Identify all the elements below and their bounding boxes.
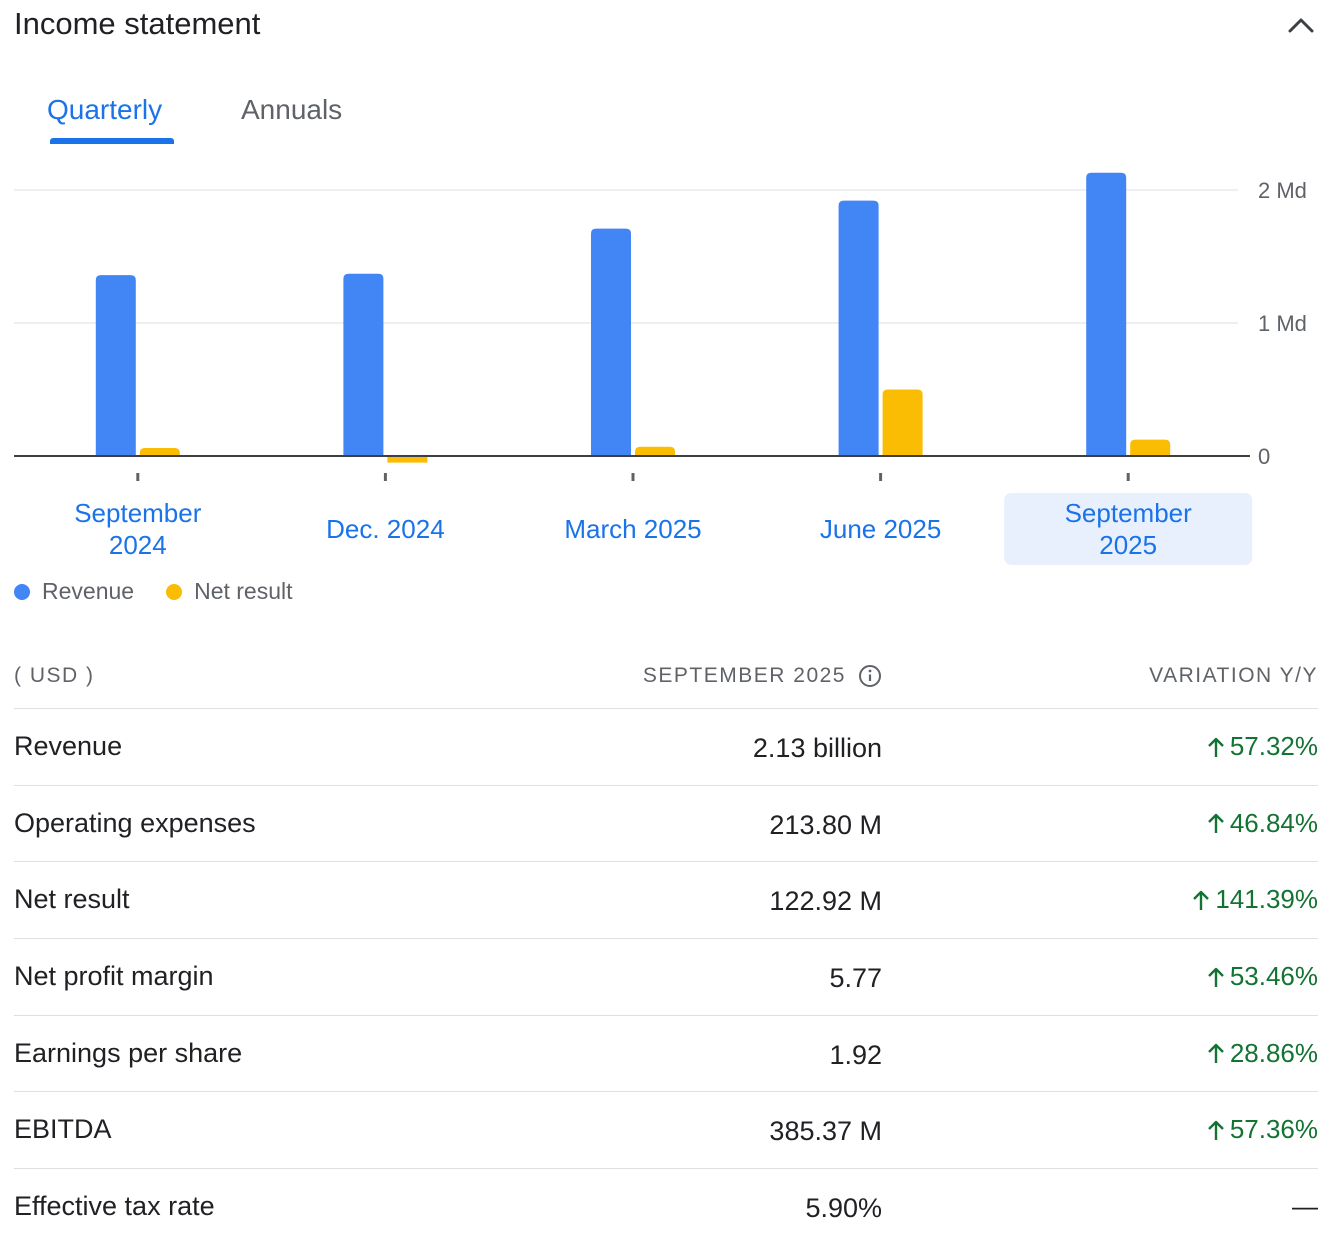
x-category-label[interactable]: September: [74, 498, 202, 528]
table-row: EBITDA 385.37 M 57.36%: [14, 1092, 1318, 1170]
row-change: —: [1292, 1191, 1318, 1222]
table-row: Effective tax rate 5.90% —: [14, 1169, 1318, 1246]
row-change: 53.46%: [1206, 961, 1318, 992]
net-result-bar[interactable]: [1130, 439, 1171, 456]
row-label: EBITDA: [14, 1114, 112, 1145]
row-value: 213.80 M: [769, 809, 882, 840]
row-label: Net profit margin: [14, 961, 214, 992]
revenue-bar[interactable]: [838, 200, 879, 456]
revenue-bar[interactable]: [343, 273, 384, 456]
revenue-bar[interactable]: [1086, 172, 1127, 456]
x-category-label[interactable]: 2024: [109, 530, 167, 560]
row-change: 57.32%: [1206, 731, 1318, 762]
active-tab-indicator: [50, 138, 174, 144]
currency-header: ( USD ): [14, 664, 95, 687]
row-change: 141.39%: [1191, 884, 1318, 915]
arrow-up-icon: [1193, 890, 1210, 910]
income-statement-header: Income statement: [14, 0, 1318, 56]
net-result-bar[interactable]: [882, 389, 923, 457]
table-row: Revenue 2.13 billion 57.32%: [14, 709, 1318, 786]
row-label: Revenue: [14, 731, 123, 761]
selected-period-highlight: [1004, 493, 1253, 565]
collapse-button[interactable]: [1284, 8, 1318, 42]
table-row: Net profit margin 5.77 53.46%: [14, 939, 1318, 1016]
info-icon[interactable]: [858, 664, 882, 688]
chart-legend: Revenue Net result: [14, 578, 325, 605]
arrow-up-icon: [1207, 1120, 1224, 1140]
row-change-text: 141.39%: [1215, 884, 1318, 915]
row-change-text: 57.36%: [1229, 1114, 1318, 1145]
row-value: 2.13 billion: [752, 733, 882, 763]
tab-quarterly[interactable]: Quarterly: [47, 94, 163, 125]
row-value: 5.77: [829, 963, 882, 994]
row-label: Operating expenses: [14, 807, 256, 838]
revenue-bar[interactable]: [591, 228, 631, 456]
row-label: Effective tax rate: [14, 1191, 215, 1222]
row-change-text: —: [1292, 1191, 1318, 1222]
row-value: 122.92 M: [769, 886, 882, 917]
row-change-text: 46.84%: [1229, 807, 1318, 838]
legend-label-revenue: Revenue: [42, 578, 135, 604]
row-change-text: 57.32%: [1229, 731, 1318, 761]
y-tick-label: 1 Md: [1258, 311, 1307, 336]
row-value: 385.37 M: [769, 1116, 882, 1147]
row-value: 5.90%: [805, 1193, 882, 1224]
financials-table: ( USD ) SEPTEMBER 2025 VARIATION Y/Y Rev…: [14, 640, 1318, 1246]
row-change-text: 53.46%: [1229, 961, 1318, 992]
net-result-legend-dot: [166, 583, 183, 600]
row-change: 57.36%: [1206, 1114, 1318, 1145]
tab-annuals[interactable]: Annuals: [241, 94, 343, 125]
variation-header: VARIATION Y/Y: [1149, 664, 1318, 687]
x-category-label[interactable]: March 2025: [564, 514, 701, 544]
table-body: Revenue 2.13 billion 57.32% Operating expen…: [14, 709, 1318, 1246]
net-result-bar[interactable]: [635, 446, 675, 456]
arrow-up-icon: [1207, 967, 1224, 987]
revenue-legend-dot: [14, 583, 30, 600]
legend-item-revenue: Revenue: [14, 578, 134, 605]
x-category-label[interactable]: June 2025: [820, 514, 941, 544]
net-result-bar[interactable]: [387, 456, 428, 463]
section-title: Income statement: [14, 6, 261, 41]
period-header: SEPTEMBER 2025: [643, 664, 882, 688]
revenue-bar[interactable]: [95, 275, 136, 456]
x-category-label[interactable]: 2025: [1099, 530, 1157, 560]
table-row: Operating expenses 213.80 M 46.84%: [14, 786, 1318, 863]
y-tick-label: 0: [1258, 444, 1270, 469]
legend-item-net-result: Net result: [166, 578, 293, 605]
net-result-bar[interactable]: [139, 448, 180, 456]
chevron-up-icon: [1288, 18, 1314, 33]
arrow-up-icon: [1207, 1044, 1224, 1064]
period-header-label: SEPTEMBER 2025: [642, 664, 846, 687]
row-change-text: 28.86%: [1229, 1037, 1318, 1068]
y-tick-label: 2 Md: [1258, 178, 1307, 203]
table-header: ( USD ) SEPTEMBER 2025 VARIATION Y/Y: [14, 640, 1318, 709]
x-category-label[interactable]: Dec. 2024: [326, 514, 445, 544]
table-row: Net result 122.92 M 141.39%: [14, 862, 1318, 940]
arrow-up-icon: [1207, 813, 1224, 834]
arrow-up-icon: [1207, 737, 1224, 757]
row-label: Net result: [14, 884, 130, 915]
row-change: 46.84%: [1206, 808, 1318, 839]
row-label: Earnings per share: [14, 1037, 243, 1068]
table-row: Earnings per share 1.92 28.86%: [14, 1016, 1318, 1093]
x-category-label[interactable]: September: [1065, 498, 1193, 528]
legend-label-net-result: Net result: [194, 578, 293, 604]
row-value: 1.92: [829, 1039, 882, 1070]
period-tabs: Quarterly Annuals: [14, 88, 514, 148]
row-change: 28.86%: [1206, 1038, 1318, 1069]
